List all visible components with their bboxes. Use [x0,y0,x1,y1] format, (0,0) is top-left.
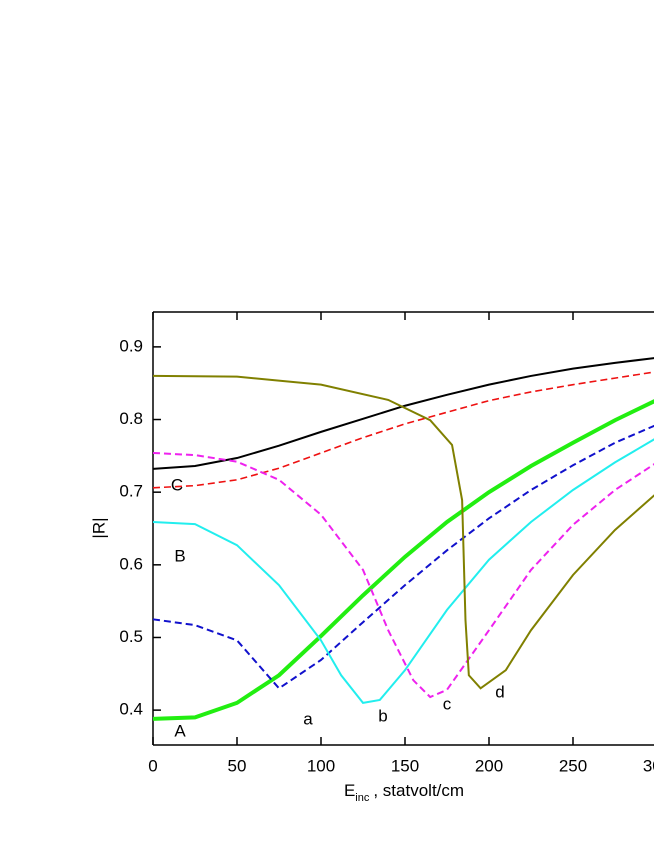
curve [152,374,654,690]
curve-label: A [174,721,186,740]
x-label-sub: inc [355,792,370,804]
y-tick-label: 0.9 [119,336,143,355]
x-tick-label: 250 [559,756,587,775]
curve [152,357,654,470]
curve-label: b [378,706,387,725]
x-tick-label: 50 [228,756,247,775]
x-label-main: E [344,781,355,800]
x-tick-label: 200 [475,756,503,775]
x-label-rest: , statvolt/cm [373,781,464,800]
curve-label: C [171,475,183,494]
x-tick-label: 300 [643,756,654,775]
curve-label: a [303,709,313,728]
x-tick-label: 0 [148,756,157,775]
curve [152,371,654,489]
x-axis-label: Einc, statvolt/cm [344,781,464,803]
x-tick-label: 150 [391,756,419,775]
curve-label: d [495,682,504,701]
y-tick-label: 0.6 [119,554,143,573]
x-tick-label: 100 [307,756,335,775]
y-tick-label: 0.8 [119,409,143,428]
y-tick-label: 0.4 [119,700,143,719]
curve [152,451,654,699]
curve [152,438,654,704]
curve [152,424,654,690]
curve [152,399,654,721]
curve-label: B [174,546,185,565]
y-tick-label: 0.7 [119,482,143,501]
y-tick-label: 0.5 [119,627,143,646]
curve-label: c [443,694,452,713]
y-axis-label: |R| [89,517,108,538]
